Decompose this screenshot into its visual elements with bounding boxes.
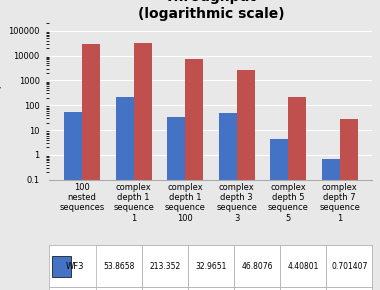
Text: 46.8076: 46.8076 (241, 262, 273, 271)
Bar (270, 139, 288, 290)
Text: WF3: WF3 (65, 262, 84, 271)
Bar (288, 97, 306, 290)
Bar (64, 112, 82, 290)
Bar (237, 70, 255, 290)
Text: 0.701407: 0.701407 (331, 262, 367, 271)
Bar (134, 43, 152, 290)
Text: 4.40801: 4.40801 (288, 262, 319, 271)
Text: 32.9651: 32.9651 (195, 262, 226, 271)
Bar (167, 117, 185, 290)
Text: 53.8658: 53.8658 (103, 262, 134, 271)
Bar (321, 159, 340, 290)
Bar (218, 113, 237, 290)
Title: Throughput
(logarithmic scale): Throughput (logarithmic scale) (138, 0, 284, 21)
Bar (340, 119, 358, 290)
Bar (116, 97, 134, 290)
Text: 213.352: 213.352 (149, 262, 180, 271)
Bar (82, 44, 100, 290)
Bar (185, 59, 203, 290)
Y-axis label: Workflows/sec: Workflows/sec (0, 67, 3, 136)
